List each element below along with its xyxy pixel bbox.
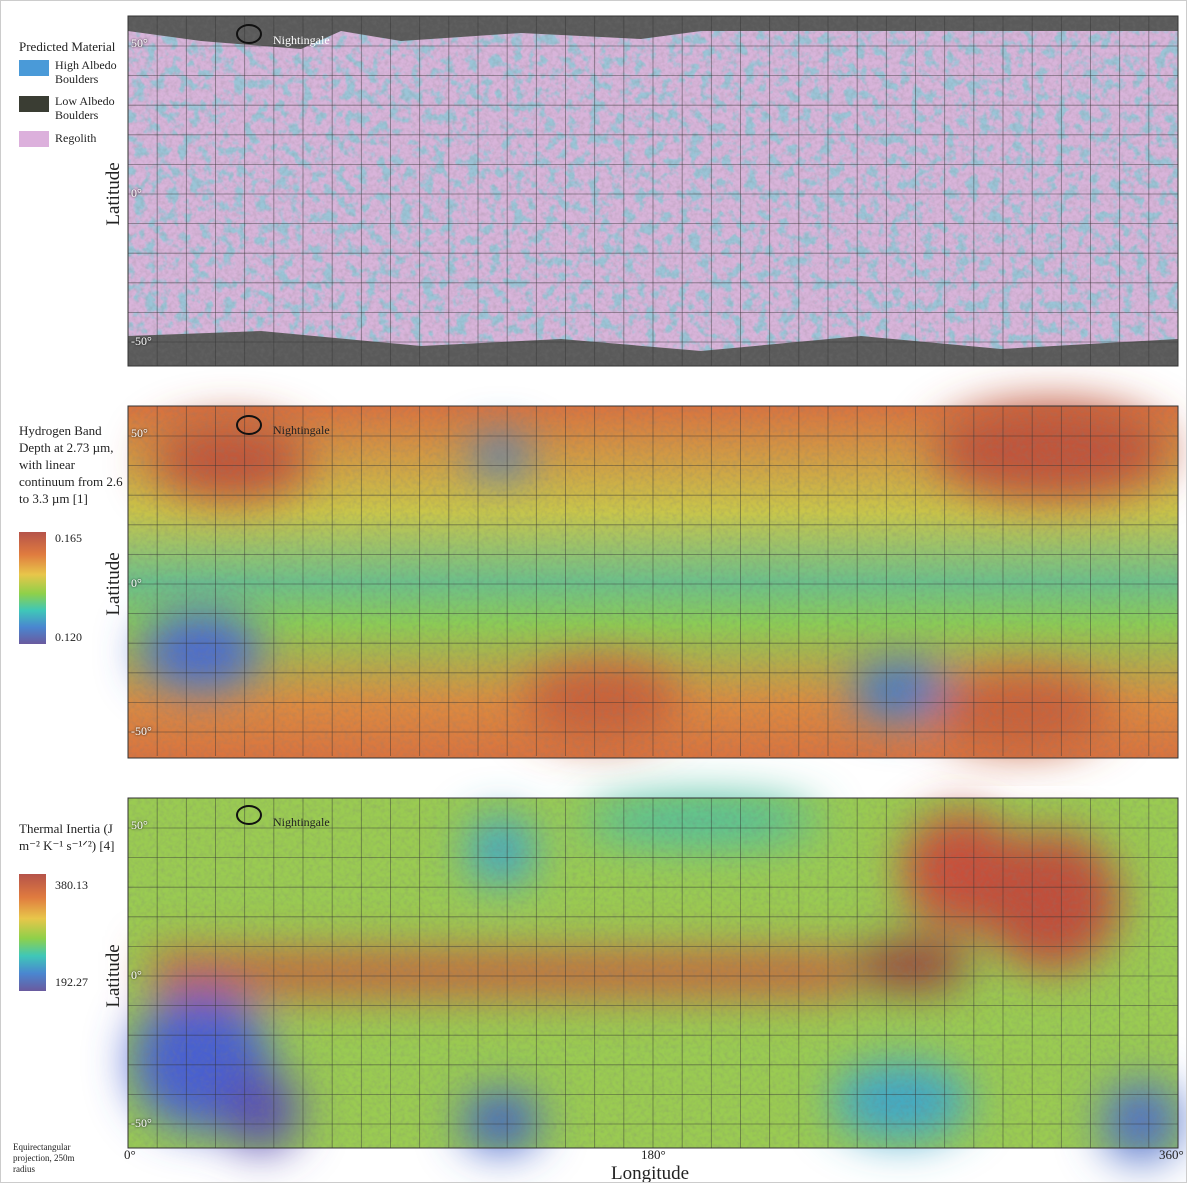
- y-tick-label: 0°: [131, 186, 142, 201]
- colorbar-min: 0.120: [55, 630, 82, 645]
- site-label: Nightingale: [273, 815, 330, 830]
- x-tick-label: 180°: [641, 1147, 666, 1163]
- y-tick-label: -50°: [131, 724, 152, 739]
- legend-item: Low Albedo Boulders: [55, 94, 127, 122]
- y-tick-label: 50°: [131, 36, 148, 51]
- site-label: Nightingale: [273, 33, 330, 48]
- footnote: Equirectangular projection, 250m radius: [13, 1142, 93, 1175]
- x-tick-label: 360°: [1159, 1147, 1184, 1163]
- legend-item: Regolith: [55, 131, 127, 145]
- y-tick-label: -50°: [131, 1116, 152, 1131]
- y-tick-label: 50°: [131, 426, 148, 441]
- colorbar: [19, 532, 46, 644]
- y-axis-label: Latitude: [103, 144, 125, 244]
- y-tick-label: -50°: [131, 334, 152, 349]
- y-tick-label: 50°: [131, 818, 148, 833]
- y-axis-label: Latitude: [103, 534, 125, 634]
- maps: [1, 1, 1187, 1183]
- y-tick-label: 0°: [131, 576, 142, 591]
- legend-item: High Albedo Boulders: [55, 58, 127, 86]
- legend-title: Predicted Material: [19, 38, 127, 55]
- x-tick-label: 0°: [124, 1147, 136, 1163]
- legend-title: Thermal Inertia (J m⁻² K⁻¹ s⁻¹ᐟ²) [4]: [19, 820, 127, 854]
- swatch: [19, 96, 49, 112]
- legend-title: Hydrogen Band Depth at 2.73 µm, with lin…: [19, 422, 127, 507]
- swatch: [19, 131, 49, 147]
- figure: Predicted Material High Albedo Boulders …: [0, 0, 1187, 1183]
- swatch: [19, 60, 49, 76]
- colorbar-max: 0.165: [55, 531, 82, 546]
- colorbar: [19, 874, 46, 991]
- x-axis-label: Longitude: [611, 1163, 689, 1183]
- colorbar-max: 380.13: [55, 878, 88, 893]
- y-tick-label: 0°: [131, 968, 142, 983]
- colorbar-min: 192.27: [55, 975, 88, 990]
- y-axis-label: Latitude: [103, 926, 125, 1026]
- thermal-inertia-map: [128, 796, 1181, 1161]
- site-label: Nightingale: [273, 423, 330, 438]
